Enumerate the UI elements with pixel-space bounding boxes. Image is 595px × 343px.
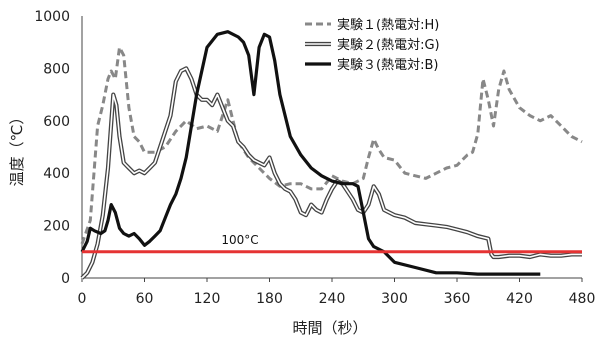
y-axis-title: 温度（℃） [8, 110, 26, 187]
legend-label-2: 実験２(熱電対:G) [337, 37, 440, 53]
x-tick-label: 420 [506, 291, 533, 307]
series-line-3 [80, 30, 541, 276]
x-tick-labels: 0 60 120 180 240 300 360 420 480 [78, 278, 595, 307]
x-tick-label: 60 [136, 291, 154, 307]
series-line-1 [80, 45, 583, 245]
y-tick-label: 600 [43, 114, 70, 130]
x-tick-label: 360 [444, 291, 471, 307]
x-axis-title: 時間（秒） [292, 319, 367, 337]
y-tick-label: 400 [43, 166, 70, 182]
y-tick-label: 1000 [34, 9, 70, 25]
series-lines [80, 30, 583, 280]
legend-label-3: 実験３(熱電対:B) [337, 57, 438, 73]
x-tick-label: 0 [78, 291, 87, 307]
x-tick-label: 480 [569, 291, 595, 307]
legend-label-1: 実験１(熱電対:H) [337, 17, 439, 33]
x-tick-label: 300 [381, 291, 408, 307]
y-tick-label: 0 [61, 271, 70, 287]
reference-line-group: 100°C [82, 233, 582, 254]
y-tick-labels: 0 200 400 600 800 1000 [34, 9, 70, 287]
x-tick-label: 240 [319, 291, 346, 307]
y-tick-label: 200 [43, 219, 70, 235]
reference-line-label: 100°C [221, 233, 258, 247]
y-tick-label: 800 [43, 61, 70, 77]
legend: 実験１(熱電対:H) 実験２(熱電対:G) 実験３(熱電対:B) [305, 17, 440, 73]
series-line-2-outer [80, 66, 582, 280]
x-tick-label: 180 [256, 291, 283, 307]
series-line-2-inner [81, 67, 582, 279]
x-tick-label: 120 [194, 291, 221, 307]
